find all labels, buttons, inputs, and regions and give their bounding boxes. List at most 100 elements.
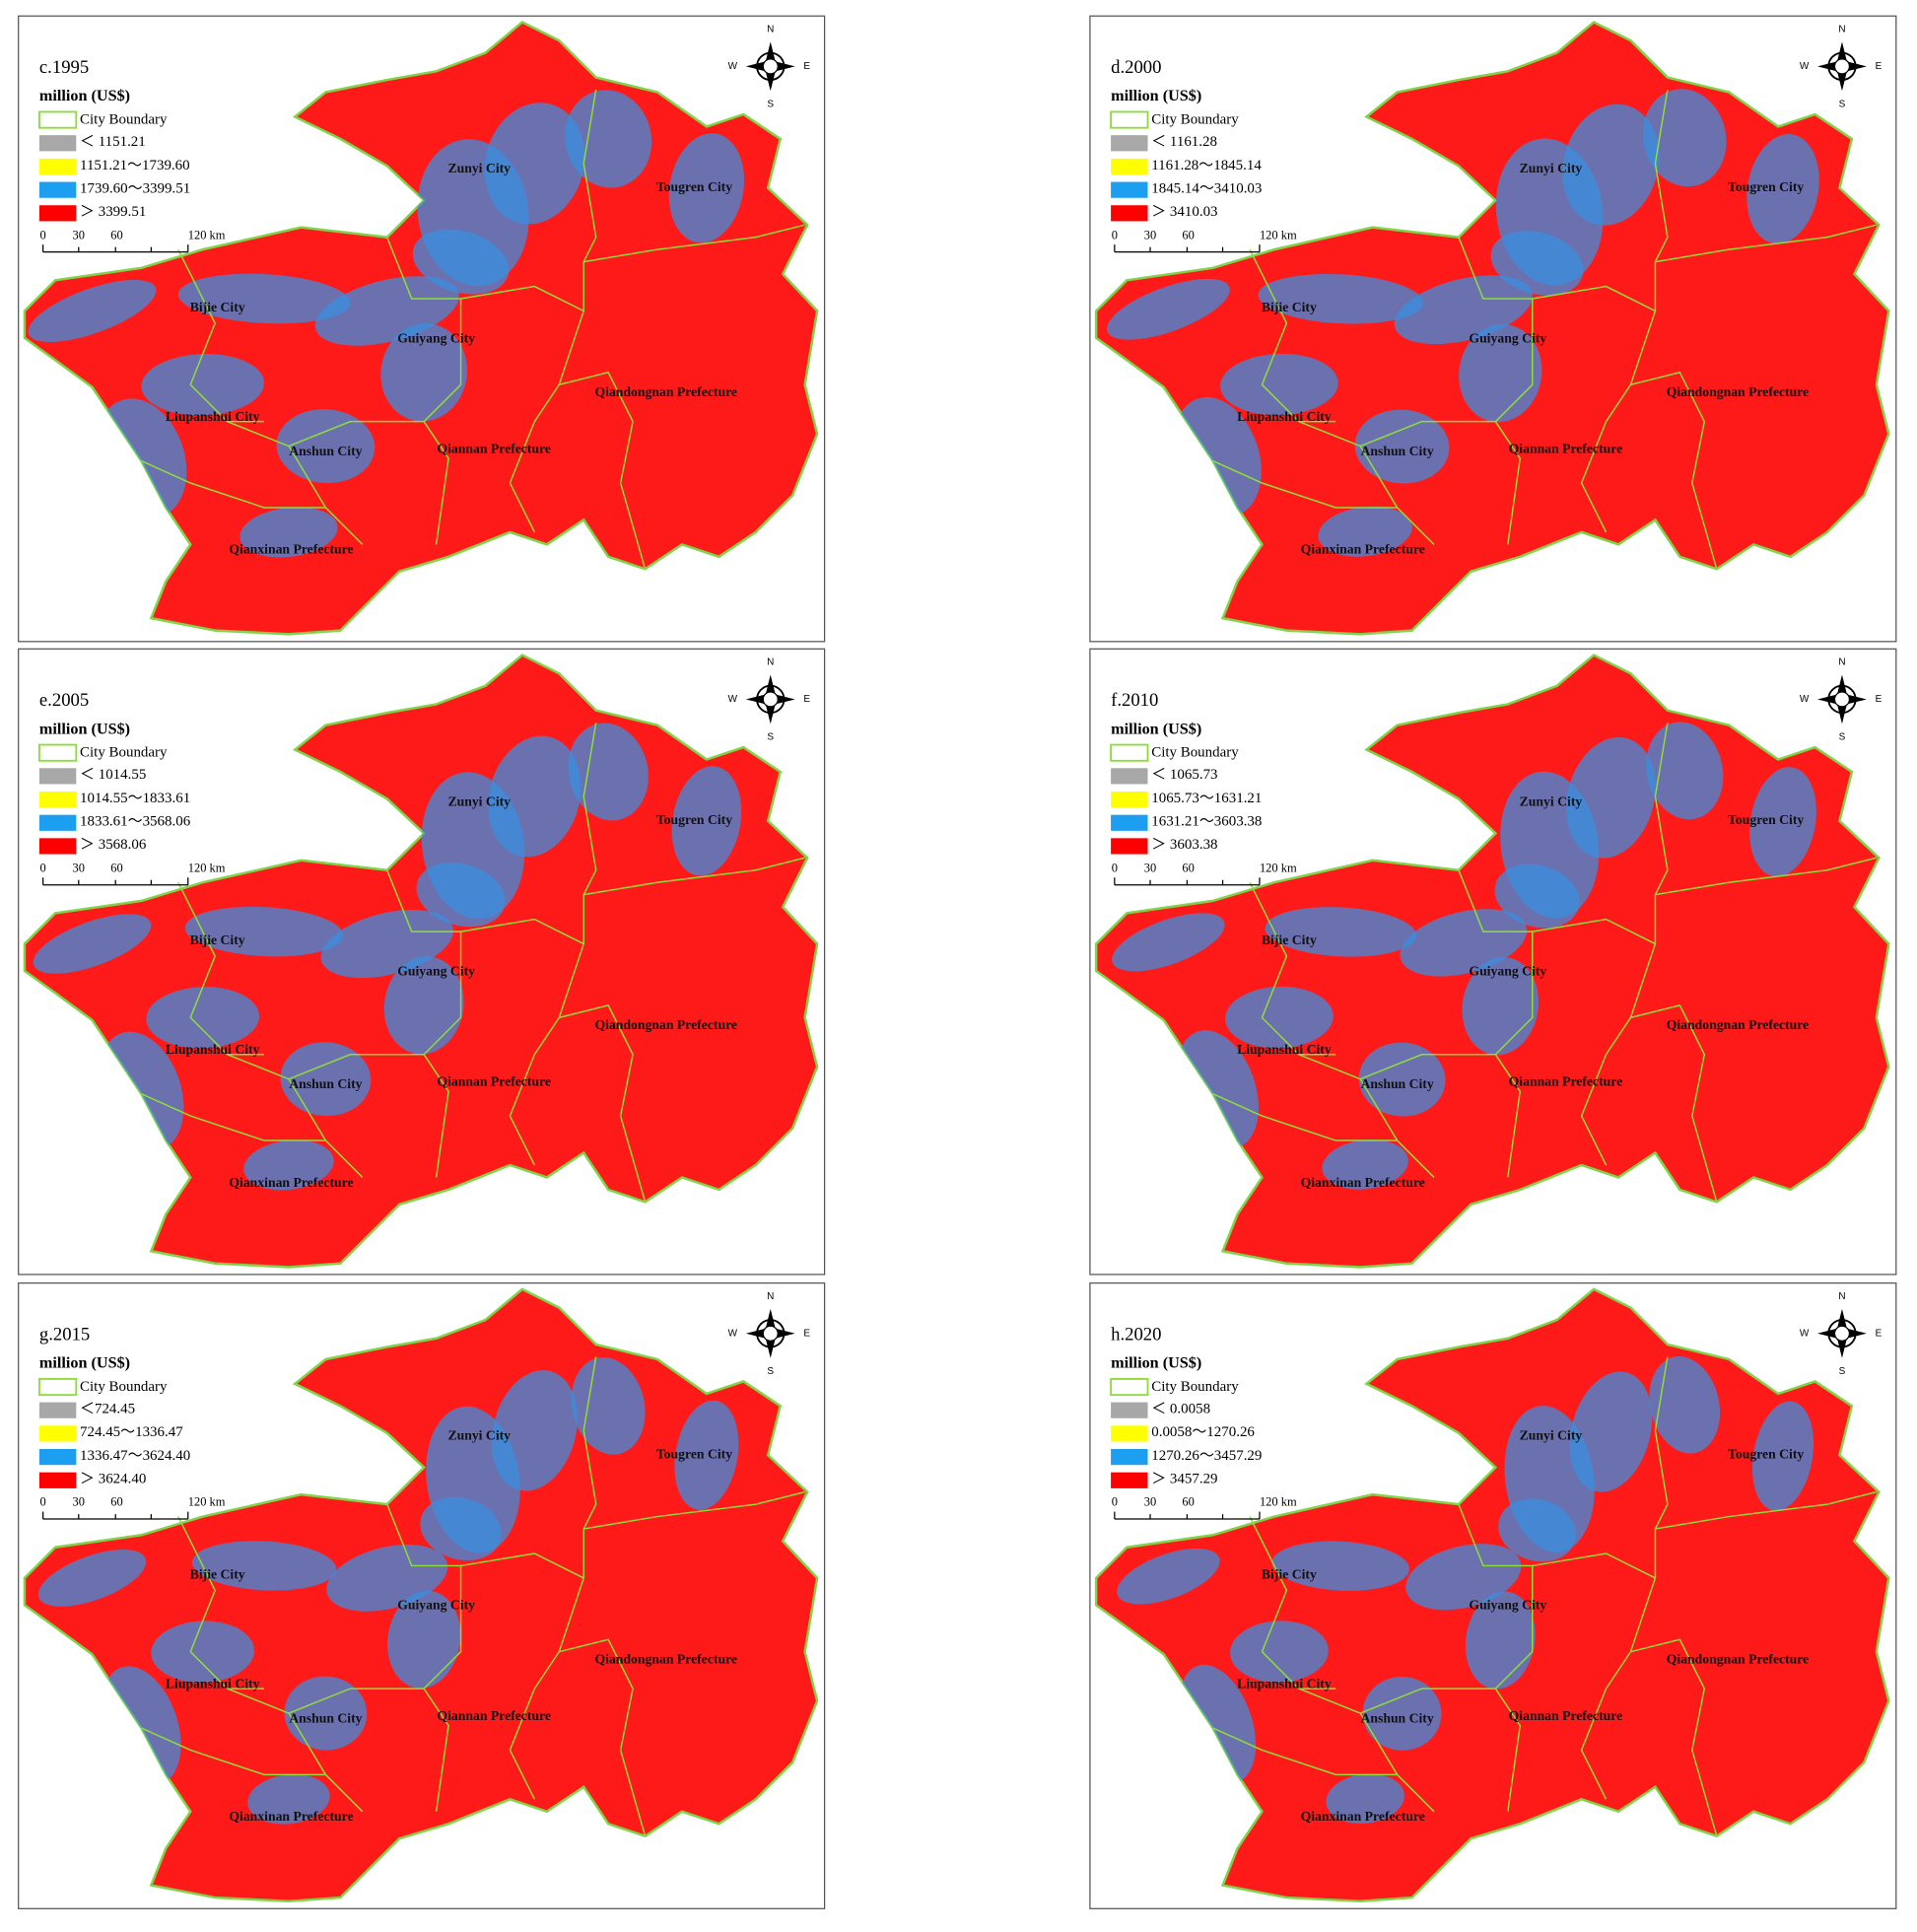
city-boundary xyxy=(509,421,536,533)
compass-label: S xyxy=(1839,1366,1846,1377)
city-boundary xyxy=(582,89,597,262)
city-boundary xyxy=(1630,371,1718,570)
blue-patch xyxy=(387,1590,461,1689)
blue-patch xyxy=(1746,134,1819,244)
legend-swatch xyxy=(1111,768,1148,785)
legend-swatch xyxy=(38,158,77,175)
blue-patch xyxy=(1358,1042,1446,1117)
city-label: Liupanshui City xyxy=(1237,409,1332,424)
scale-label: 120 km xyxy=(1260,228,1297,242)
blue-patch xyxy=(1265,907,1416,957)
city-boundary xyxy=(1212,459,1398,509)
blue-patch xyxy=(1498,1498,1576,1562)
legend-swatch xyxy=(38,1425,77,1442)
compass-center xyxy=(762,58,779,75)
legend-label: City Boundary xyxy=(80,112,168,128)
city-label: Qiandongnan Prefecture xyxy=(1667,384,1810,399)
city-label: Qiannan Prefecture xyxy=(1509,1074,1623,1089)
compass-center xyxy=(762,691,779,708)
scale-label: 120 km xyxy=(1260,1495,1297,1509)
blue-patch xyxy=(416,862,506,928)
city-boundary xyxy=(509,1688,536,1800)
legend-label: City Boundary xyxy=(1151,745,1239,761)
compass-label: E xyxy=(803,1328,810,1339)
blue-patch xyxy=(247,1774,330,1825)
legend-label: ＜ 1151.21 xyxy=(80,134,146,150)
compass-label: E xyxy=(1876,1328,1883,1339)
city-label: Zunyi City xyxy=(447,794,511,808)
city-label: Zunyi City xyxy=(447,1428,511,1443)
city-boundary xyxy=(141,459,326,509)
blue-patch xyxy=(1751,1401,1814,1511)
city-label: Qiannan Prefecture xyxy=(1509,1708,1623,1723)
city-label: Qiannan Prefecture xyxy=(437,1708,551,1723)
scale-label: 0 xyxy=(40,1495,46,1509)
legend-label: ＞ 3624.40 xyxy=(80,1472,146,1487)
city-boundary xyxy=(1654,89,1669,262)
legend-label: 1151.21～1739.60 xyxy=(80,158,190,173)
compass-label: N xyxy=(1838,657,1845,668)
legend-swatch xyxy=(1111,791,1148,808)
compass-label: E xyxy=(1876,694,1883,705)
blue-patch xyxy=(412,229,510,295)
blue-patch xyxy=(151,1621,255,1683)
city-label: Zunyi City xyxy=(447,161,511,175)
map-panel: Zunyi City Tougren City Bijie City Guiyang … xyxy=(18,15,826,643)
legend-swatch xyxy=(37,743,78,762)
city-label: Zunyi City xyxy=(1520,161,1583,175)
blue-patch xyxy=(1230,1621,1329,1683)
city-label: Qianxinan Prefecture xyxy=(1301,542,1425,557)
city-label: Zunyi City xyxy=(1520,1428,1583,1443)
city-label: Bijie City xyxy=(1262,300,1317,314)
city-label: Bijie City xyxy=(1262,1567,1317,1582)
city-boundary xyxy=(1580,1054,1608,1166)
city-boundary xyxy=(1298,420,1435,545)
scale-bar xyxy=(42,877,189,886)
city-boundary xyxy=(1654,1356,1669,1530)
scale-label: 30 xyxy=(1144,228,1156,242)
legend-swatch xyxy=(38,205,77,222)
legend-swatch xyxy=(38,838,77,855)
blue-patch xyxy=(146,987,260,1049)
city-label: Qiandongnan Prefecture xyxy=(594,1017,737,1032)
scale-label: 30 xyxy=(73,1495,85,1509)
scale-label: 60 xyxy=(110,861,122,874)
blue-patch xyxy=(1490,231,1584,296)
compass-center xyxy=(1833,691,1851,708)
city-boundary xyxy=(227,1688,364,1813)
city-boundary xyxy=(1249,1516,1336,1690)
value-patches xyxy=(33,723,742,1191)
compass-label: S xyxy=(1839,732,1846,743)
legend-swatch xyxy=(1111,1448,1148,1466)
city-label: Qiannan Prefecture xyxy=(1509,441,1623,455)
city-label: Liupanshui City xyxy=(1237,1677,1332,1691)
city-label: Anshun City xyxy=(1360,1710,1433,1725)
blue-patch xyxy=(484,103,585,225)
blue-patch xyxy=(1271,1541,1409,1591)
scale-label: 60 xyxy=(1182,861,1194,874)
panel-title: h.2020 xyxy=(1111,1325,1161,1346)
legend-label: ＞ 3399.51 xyxy=(80,204,146,220)
city-label: Anshun City xyxy=(289,1710,362,1725)
city-boundary xyxy=(582,723,597,896)
map-panel: Zunyi City Tougren City Bijie City Guiyang … xyxy=(18,1282,826,1909)
scale-bar xyxy=(42,1511,189,1520)
compass-label: E xyxy=(803,694,810,705)
legend-label: ＞ 3457.29 xyxy=(1151,1472,1217,1487)
legend-label: City Boundary xyxy=(1151,1379,1239,1395)
blue-patch xyxy=(1318,506,1412,557)
blue-patch xyxy=(1107,278,1230,340)
city-label: Qianxinan Prefecture xyxy=(229,542,353,557)
compass-label: W xyxy=(1800,1328,1810,1339)
city-boundary xyxy=(559,1638,647,1836)
legend-label: 1739.60～3399.51 xyxy=(80,180,190,196)
blue-patch xyxy=(1494,863,1580,929)
legend-label: ＜ 1161.28 xyxy=(1151,134,1217,150)
city-boundary xyxy=(1580,421,1608,533)
city-boundary xyxy=(509,1054,536,1166)
legend-swatch xyxy=(37,110,78,129)
legend-swatch xyxy=(1111,135,1148,152)
city-boundary xyxy=(177,1516,265,1690)
blue-patch xyxy=(1566,736,1656,859)
panel-title: e.2005 xyxy=(39,690,89,711)
